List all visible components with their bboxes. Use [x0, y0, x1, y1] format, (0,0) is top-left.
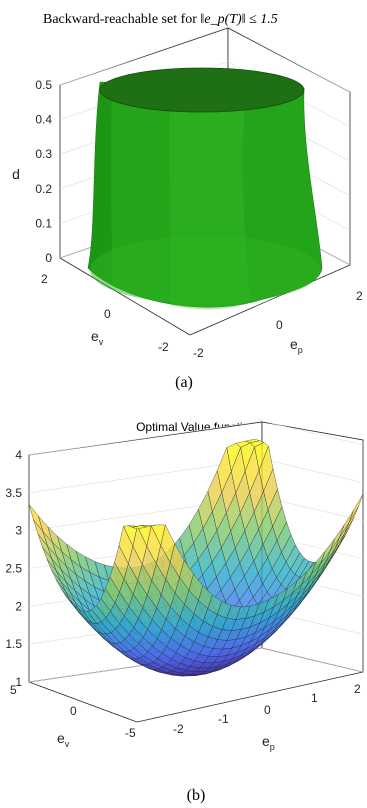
chart-b-z-tick: 3: [15, 524, 22, 538]
chart-b-grid-line: [261, 420, 364, 446]
chart-a-ep-label: ep: [290, 336, 303, 355]
chart-a-grid-line: [227, 26, 351, 93]
chart-b-floor-right-edge: [136, 671, 364, 723]
chart-b-panel-label: (b): [187, 787, 206, 804]
chart-a-ep-tick-2: 2: [356, 289, 363, 303]
chart-b-z-tick: 1.5: [5, 637, 22, 651]
chart-a-z-tick: 0.5: [35, 78, 52, 92]
chart-a: Backward-reachable set for ‖e_p(T)‖ ≤ 1.…: [12, 12, 363, 391]
chart-b-ep-tick-0: 0: [264, 703, 271, 717]
chart-a-ev-label: ev: [91, 328, 104, 347]
chart-b-floor-left-edge: [28, 681, 138, 723]
chart-b-grid-line: [261, 647, 364, 673]
chart-a-z-tick: 0.4: [35, 113, 52, 127]
chart-a-ev-ticks: 2 0 -2: [41, 272, 169, 354]
chart-b-ep-label: ep: [262, 733, 275, 752]
chart-b-ep-tick-2: 2: [354, 682, 361, 696]
chart-b-ep-tick-m2: -2: [173, 722, 184, 736]
chart-b-grid-line: [28, 420, 263, 456]
chart-b-ep-tick-1: 1: [311, 691, 318, 705]
chart-b-ev-tick-m5: -5: [125, 726, 136, 740]
chart-a-grid-line: [59, 26, 229, 86]
chart-a-ep-tick-0: 0: [276, 318, 283, 332]
chart-a-ep-ticks: -2 0 2: [193, 289, 363, 360]
chart-a-top-cap: [99, 67, 305, 113]
chart-a-ep-tick-m2: -2: [193, 346, 204, 360]
chart-b-z-tick: 2.5: [5, 562, 22, 576]
chart-b-ev-tick-5: 5: [10, 683, 17, 697]
chart-b-z-tick: 1: [15, 675, 22, 689]
chart-a-floor-left-edge: [59, 257, 191, 336]
chart-b: Optimal Value function 11.522.533.54 5 0…: [5, 420, 364, 804]
chart-b-ep-ticks: -2 -1 0 1 2: [173, 682, 361, 736]
chart-a-z-tick: 0.3: [35, 147, 52, 161]
chart-a-title: Backward-reachable set for ‖e_p(T)‖ ≤ 1.…: [43, 12, 278, 27]
chart-a-surface: [87, 67, 323, 310]
chart-b-ev-ticks: 5 0 -5: [10, 683, 136, 740]
chart-a-z-label: d: [12, 166, 20, 182]
chart-a-z-tick: 0.2: [35, 182, 52, 196]
chart-b-surface: [28, 438, 364, 677]
chart-b-ev-label: ev: [57, 730, 70, 749]
chart-b-grid-line: [261, 458, 364, 484]
chart-b-z-tick: 3.5: [5, 486, 22, 500]
chart-a-ev-tick-2: 2: [41, 272, 48, 286]
chart-a-z-tick: 0: [45, 251, 52, 265]
chart-a-ev-tick-m2: -2: [158, 340, 169, 354]
chart-a-z-tick: 0.1: [35, 216, 52, 230]
chart-b-surface-patch: [348, 494, 364, 523]
chart-a-ev-tick-0: 0: [104, 307, 111, 321]
chart-b-ep-tick-m1: -1: [218, 712, 229, 726]
chart-b-ev-tick-0: 0: [70, 704, 77, 718]
chart-b-z-tick: 2: [15, 599, 22, 613]
chart-a-z-ticks: 0 0.1 0.2 0.3 0.4 0.5: [35, 78, 52, 265]
chart-b-z-ticks: 1 1.5 2 2.5 3 3.5 4: [5, 448, 22, 689]
chart-b-z-tick: 4: [15, 448, 22, 462]
chart-a-bottom-cap: [90, 236, 320, 304]
chart-a-cylinder-shade-left: [88, 82, 112, 284]
chart-a-floor-right-edge: [189, 264, 351, 336]
chart-a-panel-label: (a): [175, 374, 193, 391]
